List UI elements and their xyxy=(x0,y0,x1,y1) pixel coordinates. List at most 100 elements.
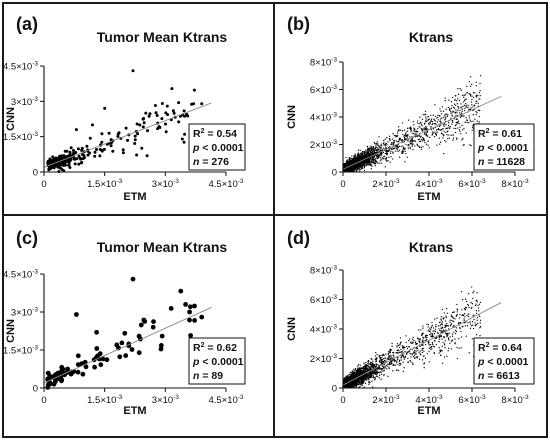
data-point xyxy=(382,358,385,360)
data-point xyxy=(457,114,459,116)
data-point xyxy=(94,346,100,351)
data-point xyxy=(354,369,357,371)
data-point xyxy=(457,120,460,122)
data-point xyxy=(415,347,417,350)
data-point xyxy=(359,386,361,388)
data-point xyxy=(357,368,360,370)
data-point xyxy=(442,137,444,139)
data-point xyxy=(389,139,391,141)
x-axis-label: ETM xyxy=(417,191,440,203)
data-point xyxy=(472,324,474,326)
data-point xyxy=(395,150,397,152)
data-point xyxy=(378,354,380,356)
data-point xyxy=(399,364,401,367)
data-point xyxy=(450,101,453,103)
data-point xyxy=(475,323,477,326)
data-point xyxy=(382,370,384,372)
data-point xyxy=(424,113,427,115)
data-point xyxy=(427,116,429,118)
data-point xyxy=(372,360,374,362)
data-point xyxy=(347,164,349,166)
data-point xyxy=(353,162,356,164)
data-point xyxy=(60,366,66,372)
data-point xyxy=(417,138,420,141)
data-point xyxy=(430,114,432,117)
data-point xyxy=(461,108,464,110)
data-point xyxy=(441,132,443,135)
data-point xyxy=(383,369,385,372)
data-point xyxy=(451,115,454,117)
data-point xyxy=(368,158,370,161)
data-point xyxy=(358,158,361,160)
data-point xyxy=(363,151,365,153)
data-point xyxy=(400,145,402,148)
data-point xyxy=(457,105,459,108)
data-point xyxy=(366,370,368,372)
data-point xyxy=(429,121,431,123)
data-point xyxy=(75,362,81,367)
data-point xyxy=(389,349,391,351)
data-point xyxy=(133,138,137,142)
data-point xyxy=(379,147,381,150)
data-point xyxy=(135,122,139,126)
data-point xyxy=(479,82,481,85)
data-point xyxy=(380,367,382,370)
data-point xyxy=(463,96,465,98)
stat-p: p < 0.0001 xyxy=(192,356,244,368)
data-point xyxy=(383,144,385,146)
data-point xyxy=(373,149,375,152)
data-point xyxy=(430,119,432,121)
data-point xyxy=(368,153,370,155)
data-point xyxy=(404,133,407,135)
data-point xyxy=(345,162,347,165)
data-point xyxy=(450,110,452,112)
data-point xyxy=(394,146,397,148)
data-point xyxy=(119,340,125,346)
data-point xyxy=(390,147,392,150)
data-point xyxy=(410,131,412,133)
data-point xyxy=(424,110,427,113)
data-point xyxy=(68,150,72,154)
data-point xyxy=(370,161,373,163)
data-point xyxy=(98,362,104,368)
data-point xyxy=(452,121,454,123)
data-point xyxy=(477,307,480,309)
data-point xyxy=(385,146,387,148)
data-point xyxy=(400,357,402,359)
data-point xyxy=(83,156,86,160)
data-point xyxy=(443,130,445,133)
data-point xyxy=(446,131,449,133)
data-point xyxy=(374,373,376,375)
data-point xyxy=(407,145,409,147)
data-point xyxy=(470,107,472,109)
data-point xyxy=(353,165,355,167)
data-point xyxy=(409,127,412,130)
data-point xyxy=(397,363,399,366)
data-point xyxy=(393,139,396,142)
data-point xyxy=(414,349,416,352)
data-point xyxy=(390,148,393,150)
data-point xyxy=(423,350,425,352)
data-point xyxy=(421,351,424,354)
data-point xyxy=(359,157,361,159)
data-point xyxy=(363,380,365,383)
data-point xyxy=(382,147,385,149)
data-point xyxy=(432,114,434,116)
data-point xyxy=(377,143,379,145)
data-point xyxy=(425,128,427,130)
data-point xyxy=(471,129,473,132)
data-point xyxy=(364,165,366,168)
data-point xyxy=(438,328,440,330)
data-point xyxy=(468,115,470,117)
data-point xyxy=(391,142,393,144)
data-point xyxy=(468,105,470,107)
data-point xyxy=(423,129,425,131)
data-point xyxy=(354,367,357,370)
data-point xyxy=(450,112,452,115)
data-point xyxy=(474,118,476,120)
data-point xyxy=(357,363,360,366)
data-point xyxy=(431,131,433,133)
data-point xyxy=(456,100,458,102)
data-point xyxy=(386,368,388,370)
data-point xyxy=(451,105,453,107)
